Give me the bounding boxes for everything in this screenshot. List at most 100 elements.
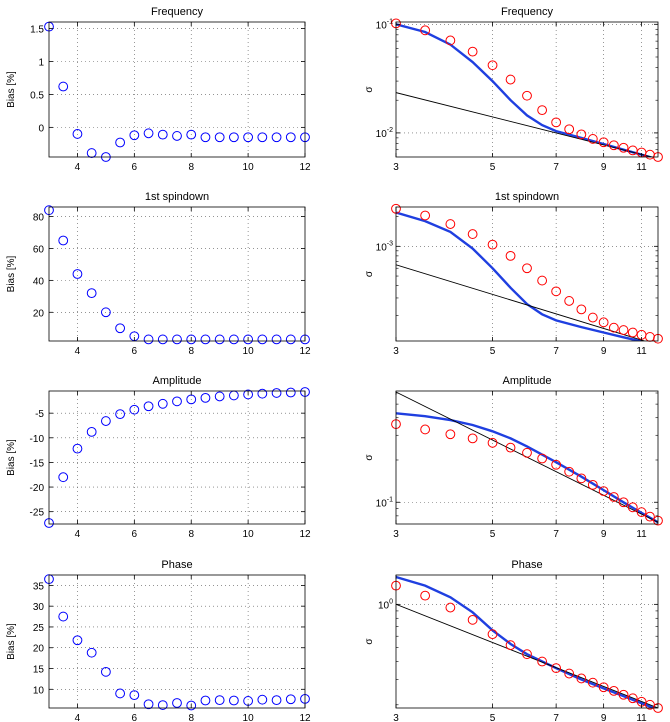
data-point [214, 334, 225, 345]
data-point [608, 140, 619, 151]
data-point [551, 459, 562, 470]
data-point [157, 398, 168, 409]
data-point [100, 307, 111, 318]
x-tick-label: 7 [553, 713, 559, 722]
data-point [487, 60, 498, 71]
x-tick-label: 10 [243, 529, 255, 540]
x-tick-label: 11 [636, 162, 647, 173]
y-tick-label: 0 [38, 123, 44, 134]
data-point [598, 137, 609, 148]
y-tick-label: 10-2 [376, 127, 393, 140]
data-point [627, 502, 638, 513]
data-point [537, 656, 548, 667]
data-point [143, 128, 154, 139]
data-point [537, 275, 548, 286]
x-tick-label: 4 [75, 529, 81, 540]
chart-title: Frequency [151, 6, 203, 18]
data-point [72, 443, 83, 454]
y-axis-label: Bias [%] [6, 71, 17, 108]
data-point [564, 466, 575, 477]
x-tick-label: 3 [393, 162, 399, 173]
x-tick-label: 9 [601, 162, 607, 173]
data-point [522, 649, 532, 660]
x-tick-label: 8 [188, 346, 194, 357]
x-tick-label: 9 [601, 346, 607, 357]
data-layer [396, 23, 654, 157]
data-point [186, 700, 197, 711]
data-point [115, 137, 126, 148]
data-point [157, 334, 168, 345]
data-point [86, 148, 97, 158]
data-point [505, 442, 516, 453]
x-tick-label: 11 [636, 529, 647, 540]
data-point [129, 130, 140, 141]
series-line-thick [396, 575, 657, 708]
y-tick-label: -15 [30, 458, 45, 469]
y-axis-label: Bias [%] [6, 623, 17, 660]
data-point [257, 132, 268, 143]
y-tick-label: 35 [33, 581, 45, 592]
data-point [587, 134, 598, 144]
axes-box [48, 21, 306, 158]
data-point [505, 74, 516, 85]
chart-title: 1st spindown [495, 191, 559, 203]
y-tick-label: 25 [33, 623, 45, 634]
data-point [200, 132, 211, 143]
data-point [214, 695, 225, 706]
data-layer [396, 575, 658, 708]
data-point [522, 447, 532, 458]
chart-8: 3 5 7 9 11 100 Phase σ [364, 559, 663, 722]
y-axis-label: σ [364, 86, 375, 93]
data-point [445, 602, 456, 613]
data-point [598, 486, 609, 497]
data-point [129, 690, 140, 701]
x-tick-label: 7 [553, 529, 559, 540]
y-axis-label: σ [364, 638, 375, 645]
x-tick-label: 11 [636, 346, 647, 357]
data-point [200, 392, 211, 403]
series-line-thick [396, 211, 646, 341]
data-point [157, 129, 168, 140]
data-point [143, 699, 154, 710]
x-tick-label: 6 [132, 346, 138, 357]
x-tick-label: 12 [299, 529, 311, 540]
x-tick-label: 5 [490, 529, 496, 540]
axes-box [395, 206, 659, 342]
chart-4: 3 5 7 9 11 10-3 1st spindown σ [364, 191, 663, 357]
data-point [576, 673, 587, 684]
data-point [257, 388, 268, 399]
data-point [100, 666, 111, 677]
chart-title: Frequency [501, 6, 553, 18]
x-tick-label: 5 [490, 713, 496, 722]
data-point [271, 695, 282, 706]
y-tick-label: 0.5 [30, 90, 44, 101]
data-point [257, 334, 268, 345]
x-tick-label: 3 [393, 713, 399, 722]
data-point [445, 35, 456, 46]
data-point [420, 25, 431, 36]
data-point [551, 117, 562, 128]
y-tick-label: 20 [33, 308, 45, 319]
data-point [86, 426, 97, 437]
y-axis-label: σ [364, 454, 375, 461]
x-tick-label: 12 [299, 162, 311, 173]
chart-6: 3 5 7 9 11 10-1 Amplitude σ [364, 375, 663, 540]
data-point [522, 263, 532, 274]
x-tick-label: 7 [553, 162, 559, 173]
data-point [186, 129, 197, 140]
data-point [467, 614, 478, 625]
data-point [627, 693, 638, 704]
data-point [608, 685, 619, 696]
x-tick-label: 12 [299, 713, 311, 722]
data-point [467, 229, 478, 239]
data-point [243, 389, 254, 400]
data-point [467, 46, 478, 57]
data-point [186, 334, 197, 345]
y-axis-label: Bias [%] [6, 255, 17, 292]
x-tick-label: 9 [601, 713, 607, 722]
data-point [172, 334, 182, 345]
data-point [445, 429, 456, 440]
y-tick-label: 80 [33, 213, 45, 224]
x-tick-label: 10 [243, 162, 255, 173]
plot-area [396, 575, 658, 708]
